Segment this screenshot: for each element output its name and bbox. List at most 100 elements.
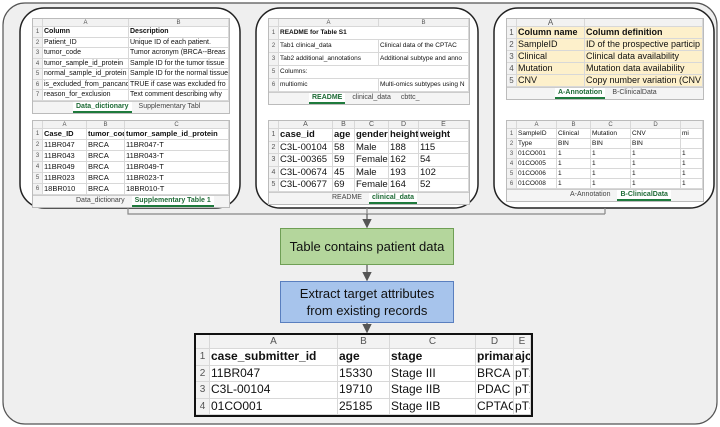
column-letter: D xyxy=(476,335,514,349)
cell: Column name xyxy=(517,27,585,39)
cell: multiomic xyxy=(279,79,379,92)
row-number: 4 xyxy=(33,162,43,173)
row-number: 3 xyxy=(507,51,517,63)
column-letter: A xyxy=(43,19,129,27)
step-box: Table contains patient data xyxy=(280,228,454,265)
row-number: 3 xyxy=(269,53,279,66)
row-number: 5 xyxy=(269,179,279,192)
cell: 11BR047 xyxy=(43,140,87,151)
cell: 19710 xyxy=(338,382,390,399)
column-letter: A xyxy=(517,121,557,129)
cell: Clinical xyxy=(517,51,585,63)
cell: SampleID xyxy=(517,39,585,51)
cell: Female xyxy=(355,154,389,167)
cell: Mutation data availability xyxy=(585,63,703,75)
sheet-tab: clinical_data xyxy=(368,192,417,204)
cell: Male xyxy=(355,141,389,154)
sheet-tab: Data_dictionary xyxy=(73,101,132,113)
cell: 11BR043 xyxy=(43,151,87,162)
cell: pT2 xyxy=(514,365,531,382)
cell: 01CO008 xyxy=(517,179,557,189)
cell: SampleID xyxy=(517,129,557,139)
cell: tumor_sample_id_protein xyxy=(125,129,229,140)
cell: Stage IIB xyxy=(390,382,476,399)
column-letter: A xyxy=(517,19,585,27)
cell: 1 xyxy=(557,169,591,179)
cell: Column definition xyxy=(585,27,703,39)
cell: Female xyxy=(355,179,389,192)
cell: Sample ID for the tumor tissue xyxy=(129,58,229,69)
cell: C3L-00104 xyxy=(279,141,333,154)
corner-cell xyxy=(507,19,517,27)
cell: 1 xyxy=(557,179,591,189)
column-letter: B xyxy=(557,121,591,129)
cell: CNV xyxy=(631,129,681,139)
cell: BIN xyxy=(631,139,681,149)
cell: 1 xyxy=(681,169,703,179)
row-number: 5 xyxy=(507,169,517,179)
cell: C3L-00104 xyxy=(210,382,338,399)
corner-cell xyxy=(269,121,279,129)
row-number: 5 xyxy=(507,75,517,87)
sheet-tab: README xyxy=(309,93,346,104)
cell: Multi-omics subtypes using N xyxy=(379,79,469,92)
cell: Clinical xyxy=(557,129,591,139)
cell: Unique ID of each patient. xyxy=(129,37,229,48)
column-letter: C xyxy=(355,121,389,129)
cell: 1 xyxy=(591,159,631,169)
row-number: 3 xyxy=(33,48,43,59)
cell: Columns: xyxy=(279,66,469,79)
row-number: 2 xyxy=(507,39,517,51)
spreadsheet: A 1 Column name Column definition 2 SampleID I… xyxy=(506,18,704,100)
cell: 01CO001 xyxy=(210,398,338,415)
cell: Stage IIB xyxy=(390,398,476,415)
tab-bar: A-Annotation B-ClinicalData xyxy=(507,189,703,201)
row-number: 2 xyxy=(269,141,279,154)
row-number: 6 xyxy=(33,184,43,195)
cell: 1 xyxy=(631,149,681,159)
cell: is_excluded_from_pancanc xyxy=(43,79,129,90)
column-letter: B xyxy=(379,19,469,27)
sheet-tab: A-Annotation xyxy=(555,88,606,99)
cell: BRCA xyxy=(87,162,125,173)
spreadsheet: A B C D 1 SampleID Clinical Mutation CNV mi 2 Type B… xyxy=(506,120,704,202)
cell: 45 xyxy=(333,166,355,179)
row-number: 7 xyxy=(33,90,43,101)
cell: README for Table S1 xyxy=(279,27,469,40)
cell: Description xyxy=(129,27,229,38)
corner-cell xyxy=(33,121,43,129)
cell: 18BR010 xyxy=(43,184,87,195)
column-letter: E xyxy=(419,121,469,129)
spreadsheet: A B 1 README for Table S1 2 Tab1 clinical_dat… xyxy=(268,18,470,105)
tab-bar: Data_dictionary Supplementary Tabl xyxy=(33,100,229,113)
cell: case_id xyxy=(279,129,333,142)
row-number: 5 xyxy=(269,66,279,79)
cell: BRCA xyxy=(87,173,125,184)
column-letter: C xyxy=(591,121,631,129)
cell: tumor_code xyxy=(87,129,125,140)
column-letter: B xyxy=(129,19,229,27)
cell: 1 xyxy=(631,169,681,179)
cell: PDAC xyxy=(476,382,514,399)
row-number: 1 xyxy=(196,349,210,366)
tab-bar: A-Annotation B-ClinicalData xyxy=(507,87,703,99)
step-text: from existing records xyxy=(306,303,428,318)
column-letter xyxy=(585,19,703,27)
column-letter: B xyxy=(333,121,355,129)
row-number: 2 xyxy=(33,37,43,48)
cell: Clinical data availability xyxy=(585,51,703,63)
cell: 59 xyxy=(333,154,355,167)
cell: 01CO006 xyxy=(517,169,557,179)
cell: pT3 xyxy=(514,398,531,415)
cell: 1 xyxy=(591,179,631,189)
row-number: 1 xyxy=(33,129,43,140)
cell: 1 xyxy=(631,159,681,169)
cell: 1 xyxy=(591,149,631,159)
cell: Additional subtype and anno xyxy=(379,53,469,66)
cell: 102 xyxy=(419,166,469,179)
cell: Mutation xyxy=(517,63,585,75)
cell: gender xyxy=(355,129,389,142)
cell: Patient_ID xyxy=(43,37,129,48)
cell: Mutation xyxy=(591,129,631,139)
